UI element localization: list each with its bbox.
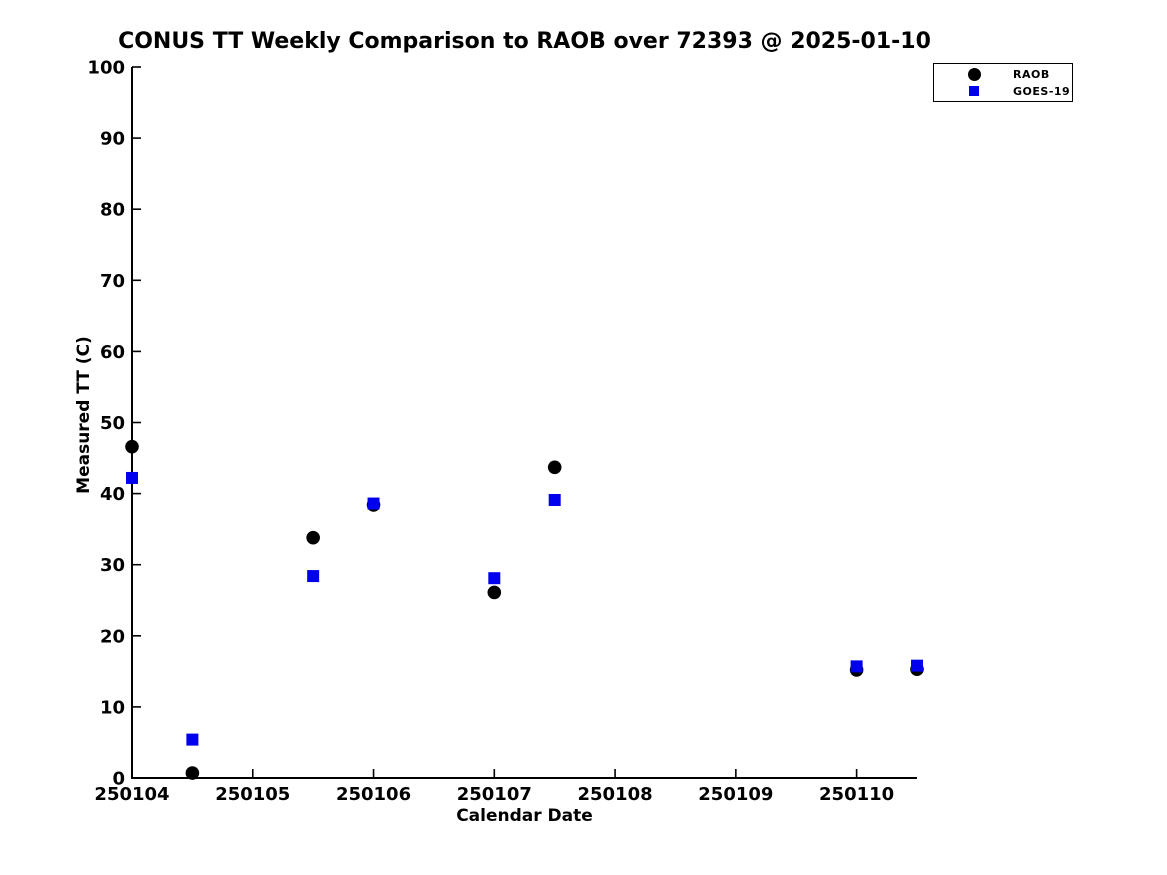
x-tick-label: 250106 [336, 784, 411, 805]
legend-marker-wrap [967, 84, 981, 98]
data-point-raob [185, 766, 200, 780]
data-point-goes-19 [367, 497, 380, 510]
y-tick-label: 20 [100, 626, 125, 647]
y-tick-label: 0 [112, 769, 125, 790]
chart-title: CONUS TT Weekly Comparison to RAOB over … [118, 29, 931, 54]
legend: RAOB GOES-19 [933, 63, 1073, 102]
x-tick-label: 250107 [457, 784, 532, 805]
legend-label-raob: RAOB [1013, 67, 1050, 81]
y-tick-label: 30 [100, 555, 125, 576]
legend-marker-wrap [967, 67, 981, 81]
y-tick-label: 90 [100, 129, 125, 150]
legend-label-goes19: GOES-19 [1013, 84, 1071, 98]
data-point-goes-19 [850, 660, 863, 673]
data-point-raob [125, 439, 139, 454]
data-point-goes-19 [186, 733, 199, 746]
data-point-raob [547, 460, 562, 475]
y-tick-label: 60 [100, 342, 125, 363]
x-tick-label: 250104 [94, 784, 169, 805]
raob-circle-marker-icon [967, 67, 981, 81]
legend-item-goes19: GOES-19 [934, 83, 1072, 100]
y-tick-label: 80 [100, 200, 125, 221]
data-point-raob [487, 585, 502, 600]
y-tick-label: 40 [100, 484, 125, 505]
data-point-goes-19 [307, 570, 320, 583]
y-tick-label: 100 [87, 58, 125, 79]
data-point-goes-19 [126, 471, 138, 484]
x-tick-label: 250105 [215, 784, 290, 805]
x-axis-label: Calendar Date [456, 806, 593, 826]
goes19-square-marker-icon [969, 86, 979, 96]
x-tick-label: 250108 [577, 784, 652, 805]
data-point-goes-19 [548, 493, 561, 506]
y-tick-label: 10 [100, 697, 125, 718]
data-point-goes-19 [911, 659, 923, 672]
y-tick-label: 50 [100, 413, 125, 434]
x-tick-label: 250109 [698, 784, 773, 805]
data-point-raob [306, 530, 320, 545]
legend-item-raob: RAOB [934, 66, 1072, 83]
x-tick-label: 250110 [819, 784, 894, 805]
y-tick-label: 70 [100, 271, 125, 292]
data-point-goes-19 [488, 572, 501, 585]
